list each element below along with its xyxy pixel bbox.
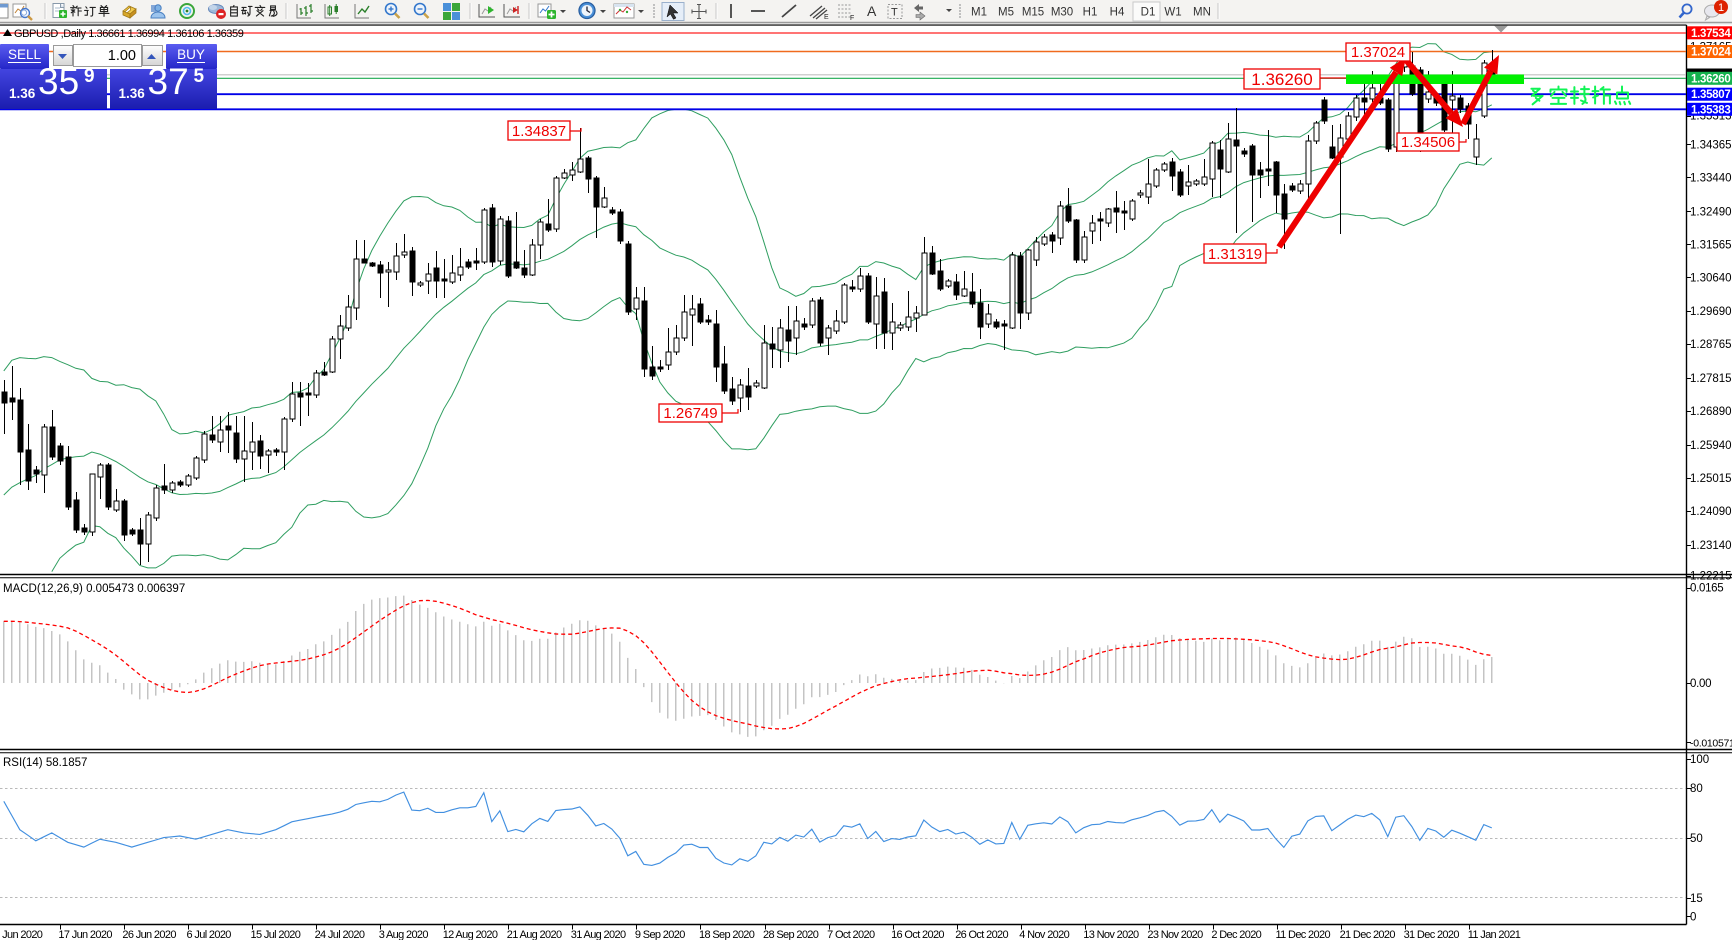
svg-text:31 Dec 2020: 31 Dec 2020 [1404, 929, 1460, 940]
svg-text:26 Oct 2020: 26 Oct 2020 [955, 929, 1008, 940]
svg-text:11 Jan 2021: 11 Jan 2021 [1468, 929, 1521, 940]
svg-text:2 Dec 2020: 2 Dec 2020 [1211, 929, 1261, 940]
svg-text:16 Oct 2020: 16 Oct 2020 [891, 929, 944, 940]
svg-text:11 Dec 2020: 11 Dec 2020 [1276, 929, 1331, 940]
svg-text:18 Sep 2020: 18 Sep 2020 [699, 929, 755, 940]
svg-text:100: 100 [1690, 754, 1709, 766]
svg-text:31 Aug 2020: 31 Aug 2020 [571, 929, 626, 940]
svg-text:1.31319: 1.31319 [1208, 246, 1262, 263]
svg-text:21 Aug 2020: 21 Aug 2020 [507, 929, 562, 940]
svg-text:1.29690: 1.29690 [1690, 306, 1732, 318]
svg-text:H1: H1 [1083, 7, 1098, 19]
svg-text:28 Sep 2020: 28 Sep 2020 [763, 929, 819, 940]
svg-text:GBPUSD ,Daily 1.36661 1.36994: GBPUSD ,Daily 1.36661 1.36994 1.36106 1.… [14, 28, 244, 40]
svg-text:1.24090: 1.24090 [1690, 506, 1732, 518]
svg-text:A: A [867, 3, 877, 19]
svg-text:23 Nov 2020: 23 Nov 2020 [1147, 929, 1203, 940]
svg-text:F: F [850, 15, 854, 22]
svg-text:1.34365: 1.34365 [1690, 139, 1732, 151]
svg-text:80: 80 [1690, 783, 1703, 795]
svg-text:MN: MN [1193, 7, 1211, 19]
svg-text:1.35807: 1.35807 [1691, 89, 1730, 101]
svg-text:1.35383: 1.35383 [1691, 104, 1730, 116]
svg-text:17 Jun 2020: 17 Jun 2020 [58, 929, 112, 940]
svg-text:8 Jun 2020: 8 Jun 2020 [0, 929, 43, 940]
svg-text:7 Oct 2020: 7 Oct 2020 [827, 929, 875, 940]
svg-text:1.26749: 1.26749 [663, 405, 717, 422]
svg-text:12 Aug 2020: 12 Aug 2020 [443, 929, 498, 940]
svg-text:1.27815: 1.27815 [1690, 373, 1732, 385]
svg-text:MACD(12,26,9) 0.005473 0.00639: MACD(12,26,9) 0.005473 0.006397 [3, 583, 185, 595]
svg-text:H4: H4 [1110, 7, 1125, 19]
svg-text:15 Jul 2020: 15 Jul 2020 [251, 929, 301, 940]
svg-text:1.36260: 1.36260 [1691, 73, 1730, 85]
svg-text:1.36260: 1.36260 [1251, 70, 1312, 89]
svg-text:1: 1 [1718, 2, 1724, 14]
svg-text:0.00: 0.00 [1690, 678, 1711, 690]
svg-text:15: 15 [1690, 893, 1703, 905]
svg-text:4 Nov 2020: 4 Nov 2020 [1019, 929, 1069, 940]
svg-text:21 Dec 2020: 21 Dec 2020 [1340, 929, 1396, 940]
svg-text:26 Jun 2020: 26 Jun 2020 [122, 929, 176, 940]
svg-text:6 Jul 2020: 6 Jul 2020 [187, 929, 232, 940]
svg-text:50: 50 [1690, 833, 1703, 845]
svg-text:1.33440: 1.33440 [1690, 172, 1732, 184]
svg-text:0.0165: 0.0165 [1690, 583, 1723, 595]
svg-text:13 Nov 2020: 13 Nov 2020 [1083, 929, 1139, 940]
svg-text:1.37534: 1.37534 [1691, 28, 1731, 40]
svg-text:1.37024: 1.37024 [1351, 44, 1405, 61]
svg-text:1.34837: 1.34837 [512, 123, 566, 140]
svg-text:0: 0 [1690, 912, 1696, 924]
svg-text:1.26890: 1.26890 [1690, 406, 1732, 418]
svg-text:W1: W1 [1164, 7, 1181, 19]
svg-text:M30: M30 [1051, 7, 1073, 19]
svg-text:T: T [891, 7, 898, 19]
svg-text:24 Jul 2020: 24 Jul 2020 [315, 929, 365, 940]
svg-text:1.22215: 1.22215 [1690, 571, 1732, 583]
svg-text:1.34506: 1.34506 [1401, 134, 1455, 151]
svg-text:1.30640: 1.30640 [1690, 272, 1732, 284]
svg-text:1.25940: 1.25940 [1690, 440, 1732, 452]
svg-text:1.37024: 1.37024 [1691, 47, 1731, 59]
svg-text:1.25015: 1.25015 [1690, 473, 1732, 485]
svg-text:1.23140: 1.23140 [1690, 540, 1732, 552]
svg-text:9 Sep 2020: 9 Sep 2020 [635, 929, 685, 940]
svg-text:E: E [824, 14, 829, 21]
svg-text:D1: D1 [1141, 7, 1156, 19]
svg-text:M15: M15 [1022, 7, 1044, 19]
svg-text:M5: M5 [998, 7, 1014, 19]
svg-text:M1: M1 [971, 7, 987, 19]
svg-text:1.32490: 1.32490 [1690, 206, 1732, 218]
svg-text:RSI(14) 58.1857: RSI(14) 58.1857 [3, 757, 87, 769]
svg-text:1.31565: 1.31565 [1690, 239, 1732, 251]
svg-text:3 Aug 2020: 3 Aug 2020 [379, 929, 429, 940]
svg-text:1.28765: 1.28765 [1690, 339, 1732, 351]
svg-text:-0.010571: -0.010571 [1690, 738, 1732, 750]
